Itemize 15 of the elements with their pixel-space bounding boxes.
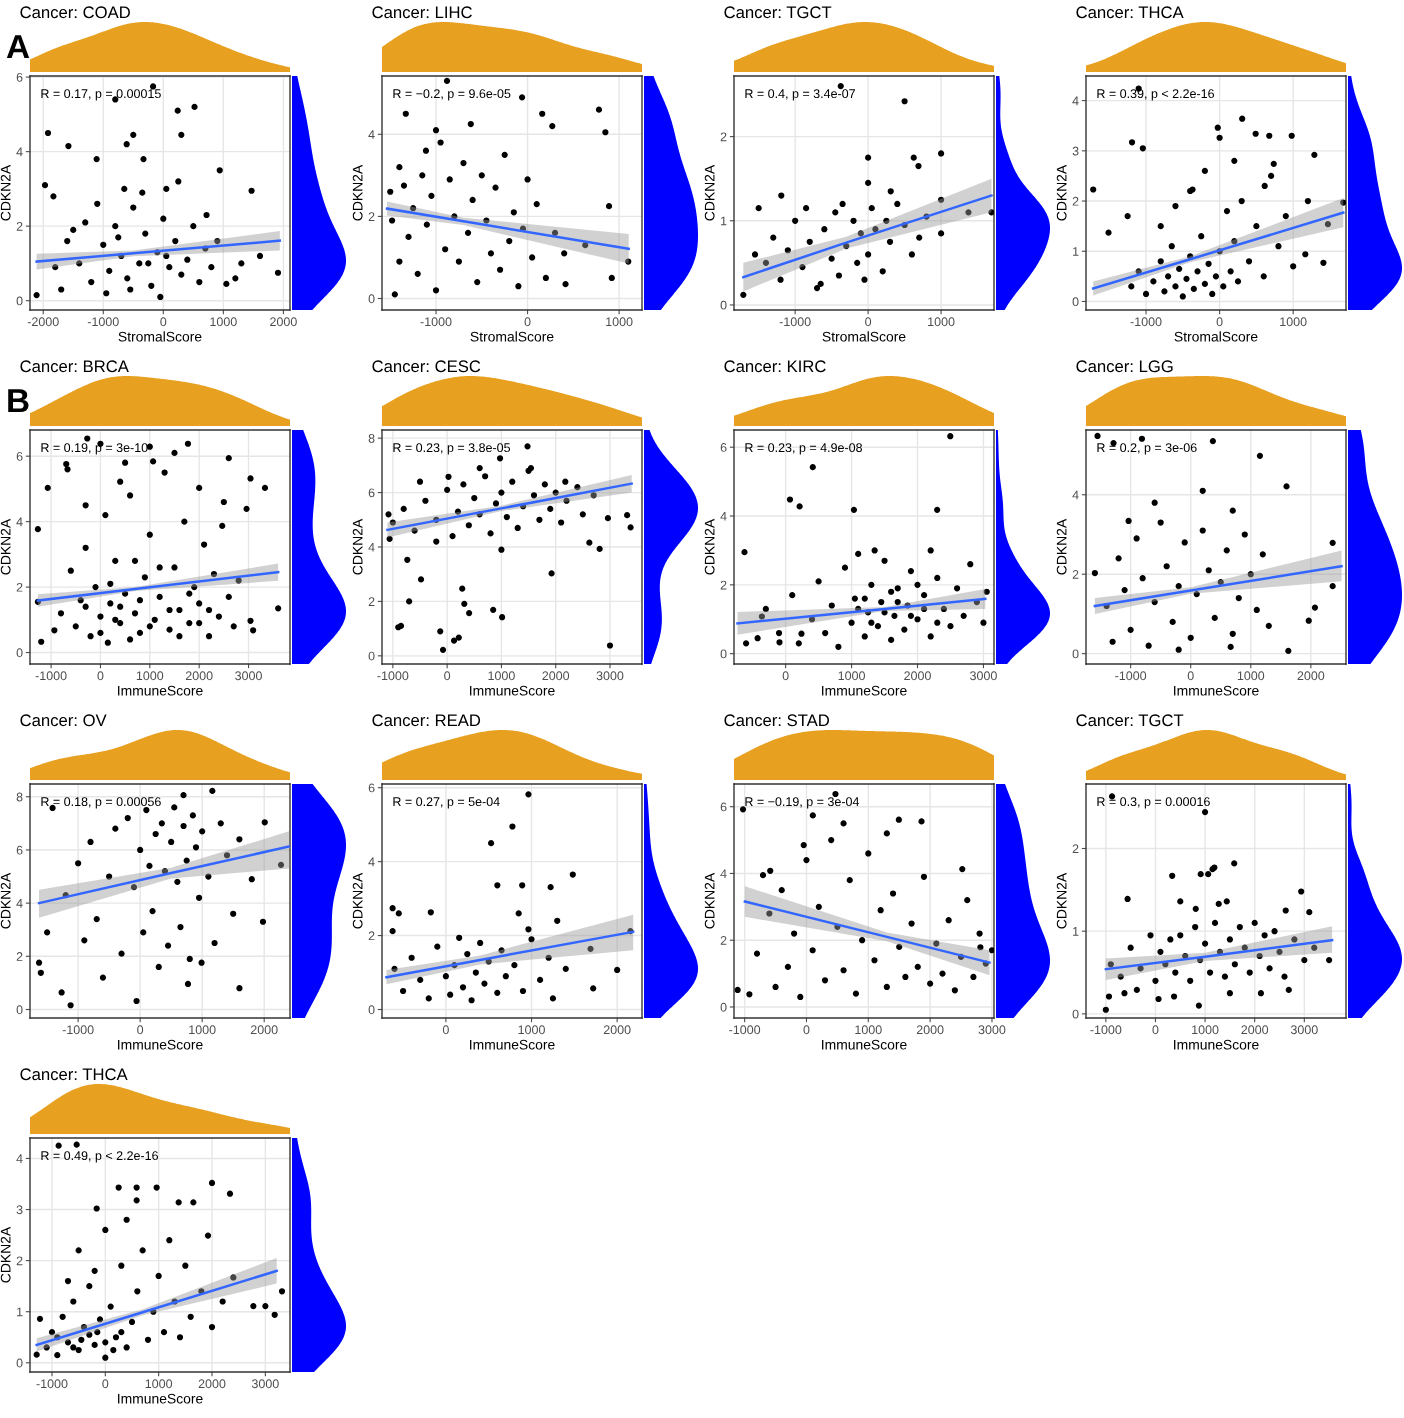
chart-title: Cancer: OV	[20, 714, 107, 727]
text: A	[6, 35, 30, 59]
chart-title: Cancer: TGCT	[1076, 714, 1184, 727]
chart-title: Cancer: LGG	[1076, 360, 1173, 373]
chart-title: Cancer: THCA	[20, 1068, 128, 1081]
chart-title: Cancer: BRCA	[20, 360, 129, 373]
chart-title: Cancer: READ	[372, 714, 481, 727]
chart-title: Cancer: CESC	[372, 360, 481, 373]
chart-title: Cancer: TGCT	[724, 6, 832, 19]
chart-title: Cancer: LIHC	[372, 6, 472, 19]
chart-title: Cancer: STAD	[724, 714, 830, 727]
chart-title: Cancer: COAD	[20, 6, 130, 19]
chart-title: Cancer: KIRC	[724, 360, 826, 373]
text: B	[8, 389, 29, 413]
chart-title: Cancer: THCA	[1076, 6, 1184, 19]
